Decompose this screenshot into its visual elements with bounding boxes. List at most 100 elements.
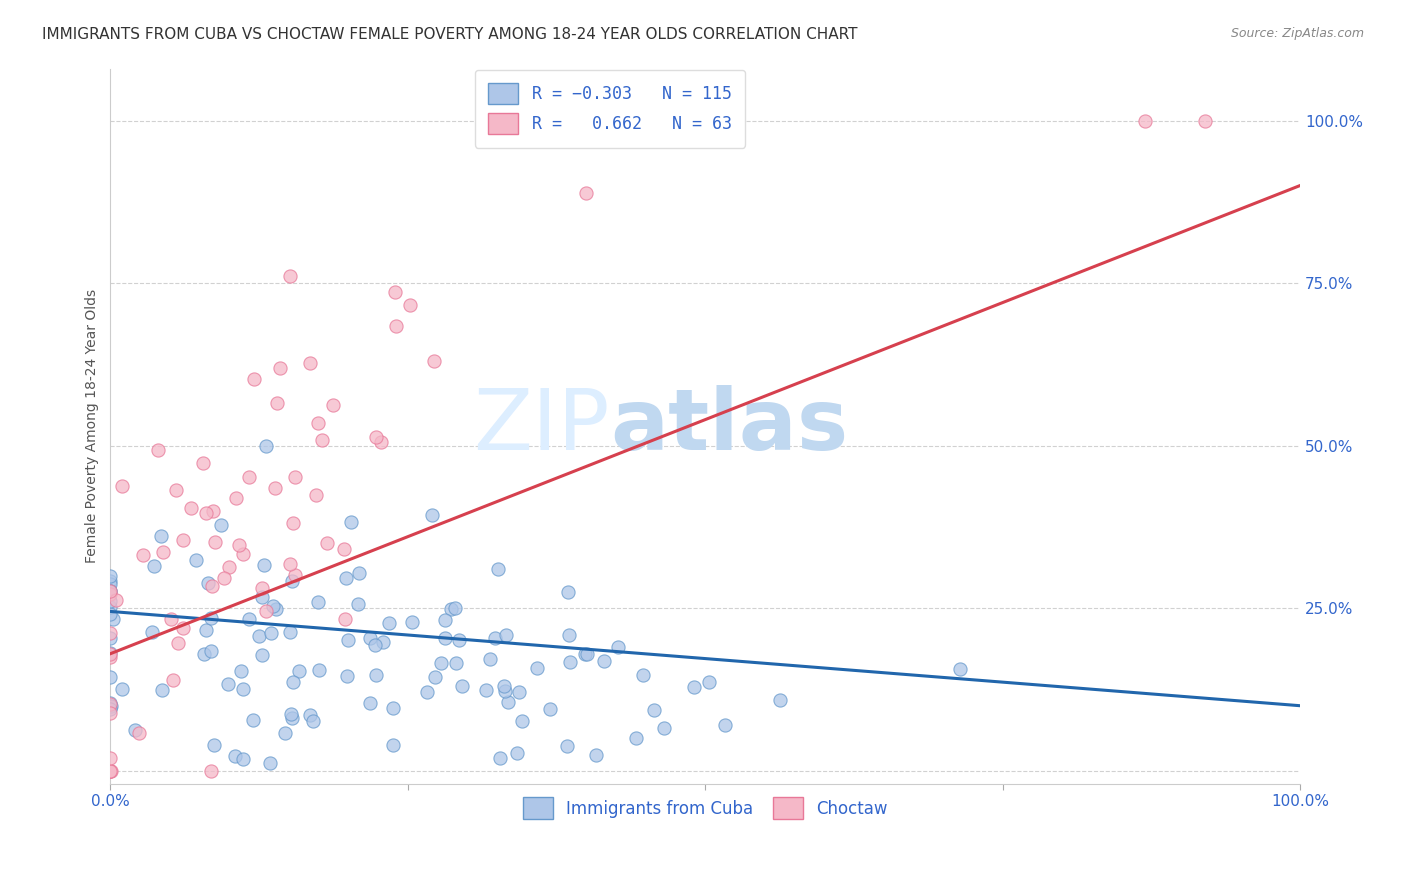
- Point: [264, 602, 287, 616]
- Point: [335, 612, 357, 626]
- Point: [366, 667, 388, 681]
- Point: [281, 675, 304, 690]
- Point: [281, 574, 304, 588]
- Point: [152, 545, 174, 559]
- Point: [259, 756, 281, 770]
- Point: [200, 764, 222, 778]
- Point: [100, 594, 122, 608]
- Point: [167, 635, 190, 649]
- Point: [371, 635, 394, 649]
- Point: [253, 558, 276, 573]
- Point: [307, 595, 329, 609]
- Point: [200, 643, 222, 657]
- Point: [494, 684, 516, 698]
- Point: [100, 696, 122, 710]
- Point: [311, 433, 333, 447]
- Point: [697, 674, 720, 689]
- Point: [336, 669, 359, 683]
- Point: [510, 714, 533, 728]
- Point: [447, 633, 470, 648]
- Point: [768, 692, 790, 706]
- Point: [486, 562, 509, 576]
- Point: [228, 538, 250, 552]
- Point: [478, 652, 501, 666]
- Point: [443, 600, 465, 615]
- Point: [149, 529, 172, 543]
- Point: [100, 607, 122, 621]
- Point: [269, 360, 291, 375]
- Point: [201, 578, 224, 592]
- Point: [266, 396, 288, 410]
- Point: [100, 569, 122, 583]
- Point: [212, 571, 235, 585]
- Point: [949, 662, 972, 676]
- Point: [308, 663, 330, 677]
- Point: [238, 612, 260, 626]
- Point: [100, 574, 122, 589]
- Point: [335, 571, 357, 585]
- Point: [100, 751, 122, 765]
- Point: [184, 553, 207, 567]
- Point: [713, 717, 735, 731]
- Point: [631, 668, 654, 682]
- Point: [508, 685, 530, 699]
- Point: [332, 542, 354, 557]
- Point: [238, 470, 260, 484]
- Point: [430, 656, 453, 670]
- Point: [496, 695, 519, 709]
- Point: [180, 500, 202, 515]
- Point: [110, 479, 132, 493]
- Point: [422, 508, 444, 522]
- Point: [280, 558, 302, 572]
- Point: [337, 633, 360, 648]
- Point: [284, 470, 307, 484]
- Point: [100, 764, 122, 778]
- Point: [195, 506, 218, 520]
- Point: [307, 416, 329, 430]
- Point: [111, 682, 134, 697]
- Point: [1194, 113, 1216, 128]
- Point: [574, 186, 596, 200]
- Point: [385, 318, 408, 333]
- Point: [281, 711, 304, 725]
- Point: [165, 483, 187, 497]
- Point: [682, 680, 704, 694]
- Point: [558, 628, 581, 642]
- Point: [100, 764, 122, 778]
- Point: [100, 646, 122, 660]
- Point: [100, 670, 122, 684]
- Point: [100, 764, 122, 778]
- Point: [260, 625, 283, 640]
- Point: [305, 488, 328, 502]
- Point: [492, 680, 515, 694]
- Point: [100, 764, 122, 778]
- Point: [162, 673, 184, 687]
- Point: [250, 581, 273, 595]
- Legend: Immigrants from Cuba, Choctaw: Immigrants from Cuba, Choctaw: [516, 790, 894, 825]
- Point: [247, 629, 270, 643]
- Point: [382, 738, 405, 752]
- Point: [141, 624, 163, 639]
- Point: [538, 702, 561, 716]
- Point: [359, 632, 381, 646]
- Point: [574, 647, 596, 661]
- Point: [484, 632, 506, 646]
- Point: [299, 707, 322, 722]
- Point: [495, 628, 517, 642]
- Point: [526, 660, 548, 674]
- Point: [359, 696, 381, 710]
- Point: [607, 640, 630, 654]
- Point: [194, 623, 217, 637]
- Point: [440, 602, 463, 616]
- Point: [384, 285, 406, 299]
- Point: [193, 456, 215, 470]
- Point: [243, 371, 266, 385]
- Point: [399, 298, 422, 312]
- Point: [575, 647, 598, 661]
- Point: [370, 435, 392, 450]
- Point: [254, 604, 277, 618]
- Point: [274, 726, 297, 740]
- Point: [652, 721, 675, 735]
- Point: [254, 439, 277, 453]
- Point: [132, 549, 155, 563]
